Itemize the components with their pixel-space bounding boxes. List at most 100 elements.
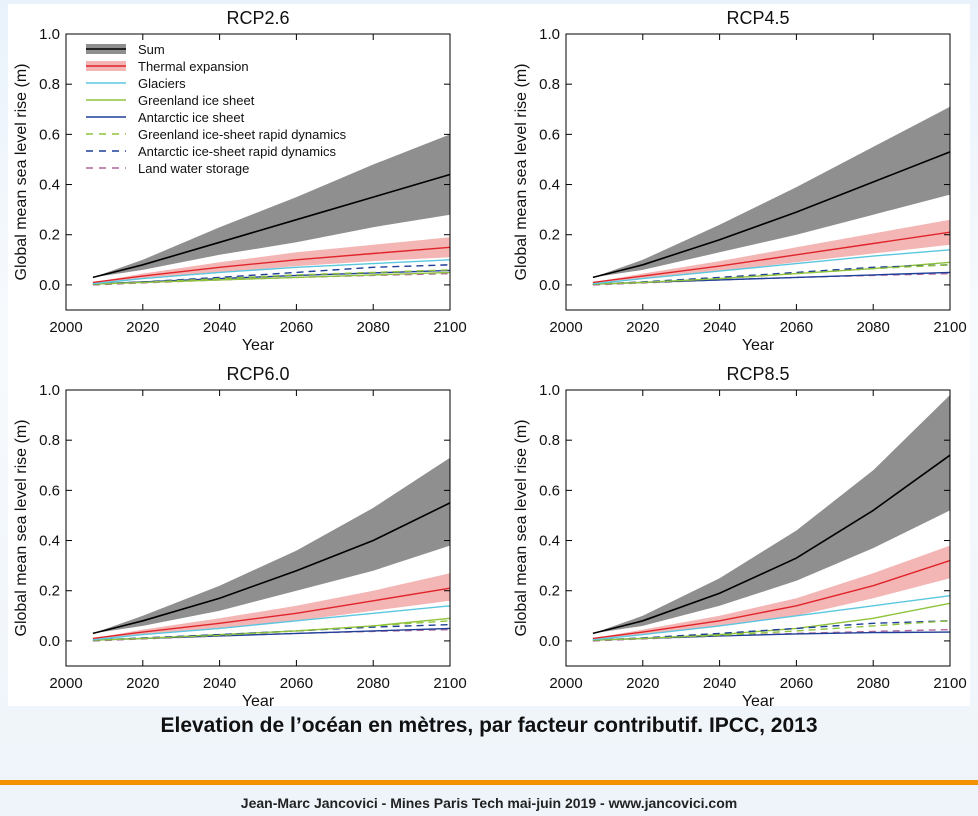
x-tick-label: 2080 — [857, 675, 890, 692]
legend-item-land-water: Land water storage — [86, 161, 249, 176]
plot-frame — [565, 33, 951, 311]
plot-frame — [65, 33, 451, 311]
thermal-line — [92, 246, 451, 284]
y-tick-label: 0.2 — [39, 227, 60, 244]
x-tick-label: 2060 — [780, 319, 813, 336]
x-tick-label: 2040 — [203, 675, 236, 692]
x-tick-label: 2000 — [49, 319, 82, 336]
plot-title: RCP6.0 — [226, 364, 289, 384]
plot-rcp26: RCP2.6 0.0 0.2 0.4 0.6 0.8 1.0 2000 2020 2040 2060… — [13, 8, 467, 354]
y-tick-label: 0.0 — [39, 633, 60, 650]
sea-level-figure: RCP2.6 0.0 0.2 0.4 0.6 0.8 1.0 2000 2020 2040 2060… — [13, 8, 967, 706]
figure-panel: RCP2.6 0.0 0.2 0.4 0.6 0.8 1.0 2000 2020 2040 2060… — [8, 4, 970, 706]
y-tick-label: 0.0 — [539, 277, 560, 294]
y-axis-label: Global mean sea level rise (m) — [13, 420, 30, 637]
y-tick-label: 1.0 — [539, 382, 560, 399]
y-tick-label: 0.8 — [539, 76, 560, 93]
x-tick-label: 2020 — [626, 675, 659, 692]
x-tick-label: 2100 — [933, 675, 966, 692]
y-tick-label: 0.6 — [39, 126, 60, 143]
greenland_rapid-line — [92, 269, 451, 285]
y-tick-label: 0.8 — [39, 432, 60, 449]
sum-uncertainty-band — [92, 134, 451, 278]
x-tick-label: 2000 — [549, 675, 582, 692]
thermal-uncertainty-band — [592, 219, 950, 283]
plot-frame — [65, 389, 451, 667]
thermal-uncertainty-band — [592, 545, 950, 639]
x-axis-label: Year — [742, 693, 775, 706]
plot-rcp85: RCP8.5 0.0 0.2 0.4 0.6 0.8 1.0 2000 2020 2040 2060… — [513, 364, 967, 706]
y-tick-label: 0.8 — [539, 432, 560, 449]
x-tick-label: 2060 — [780, 675, 813, 692]
thermal-line — [592, 559, 951, 640]
glaciers-line — [592, 249, 951, 285]
x-tick-label: 2060 — [280, 675, 313, 692]
x-tick-label: 2020 — [126, 675, 159, 692]
sum-line — [592, 151, 951, 279]
legend: Sum Thermal expansion Glaciers Greenland ic… — [86, 42, 347, 176]
y-axis-label: Global mean sea level rise (m) — [513, 420, 530, 637]
legend-label: Land water storage — [138, 161, 249, 176]
x-tick-label: 2100 — [433, 675, 466, 692]
y-tick-label: 0.2 — [539, 583, 560, 600]
y-tick-label: 0.4 — [39, 533, 60, 550]
y-tick-label: 0.4 — [39, 177, 60, 194]
footer-credit: Jean-Marc Jancovici - Mines Paris Tech m… — [240, 795, 738, 811]
sum-line — [92, 173, 451, 279]
greenland_rapid-line — [92, 620, 451, 641]
y-tick-label: 1.0 — [539, 26, 560, 43]
y-tick-label: 0.4 — [539, 177, 560, 194]
glaciers-line — [92, 605, 451, 641]
legend-label: Greenland ice-sheet rapid dynamics — [138, 127, 347, 142]
plot-title: RCP2.6 — [226, 8, 289, 28]
legend-item-antarctic: Antarctic ice sheet — [86, 110, 245, 125]
y-tick-label: 1.0 — [39, 26, 60, 43]
x-tick-label: 2040 — [703, 675, 736, 692]
plot-title: RCP4.5 — [726, 8, 789, 28]
legend-label: Thermal expansion — [138, 59, 249, 74]
legend-item-glaciers: Glaciers — [86, 76, 186, 91]
legend-label: Sum — [138, 42, 165, 57]
y-tick-label: 0.2 — [539, 227, 560, 244]
orange-divider — [0, 780, 978, 785]
plot-frame — [565, 389, 951, 667]
x-tick-label: 2040 — [703, 319, 736, 336]
legend-label: Antarctic ice sheet — [138, 110, 245, 125]
x-tick-label: 2040 — [203, 319, 236, 336]
legend-item-sum: Sum — [86, 42, 165, 57]
y-tick-label: 0.6 — [539, 126, 560, 143]
x-tick-label: 2000 — [549, 319, 582, 336]
legend-item-greenland-rapid: Greenland ice-sheet rapid dynamics — [86, 127, 347, 142]
sum-line — [92, 502, 451, 635]
x-tick-label: 2060 — [280, 319, 313, 336]
y-tick-label: 0.4 — [539, 533, 560, 550]
thermal-line — [92, 587, 451, 640]
sum-uncertainty-band — [592, 395, 950, 634]
glaciers-line — [92, 259, 451, 285]
x-tick-label: 2080 — [357, 319, 390, 336]
x-axis-label: Year — [242, 337, 275, 354]
x-axis-label: Year — [742, 337, 775, 354]
legend-item-antarctic-rapid: Antarctic ice-sheet rapid dynamics — [86, 144, 336, 159]
x-tick-label: 2080 — [857, 319, 890, 336]
x-tick-label: 2000 — [49, 675, 82, 692]
glaciers-line — [592, 595, 951, 641]
legend-item-greenland: Greenland ice sheet — [86, 93, 255, 108]
legend-label: Greenland ice sheet — [138, 93, 255, 108]
y-tick-label: 0.0 — [39, 277, 60, 294]
y-axis-label: Global mean sea level rise (m) — [13, 64, 30, 281]
y-tick-label: 0.0 — [539, 633, 560, 650]
x-tick-label: 2100 — [933, 319, 966, 336]
plot-rcp60: RCP6.0 0.0 0.2 0.4 0.6 0.8 1.0 2000 2020 2040 2060… — [13, 364, 467, 706]
x-tick-label: 2020 — [126, 319, 159, 336]
thermal-uncertainty-band — [92, 573, 451, 639]
sum-uncertainty-band — [592, 106, 950, 278]
figure-caption: Elevation de l’océan en mètres, par fact… — [160, 714, 818, 737]
plot-rcp45: RCP4.5 0.0 0.2 0.4 0.6 0.8 1.0 2000 2020 2040 2060… — [513, 8, 967, 354]
y-axis-label: Global mean sea level rise (m) — [513, 64, 530, 281]
greenland_rapid-line — [592, 620, 951, 641]
greenland_rapid-line — [592, 264, 951, 285]
plot-title: RCP8.5 — [726, 364, 789, 384]
thermal-line — [592, 231, 951, 284]
legend-label: Glaciers — [138, 76, 186, 91]
